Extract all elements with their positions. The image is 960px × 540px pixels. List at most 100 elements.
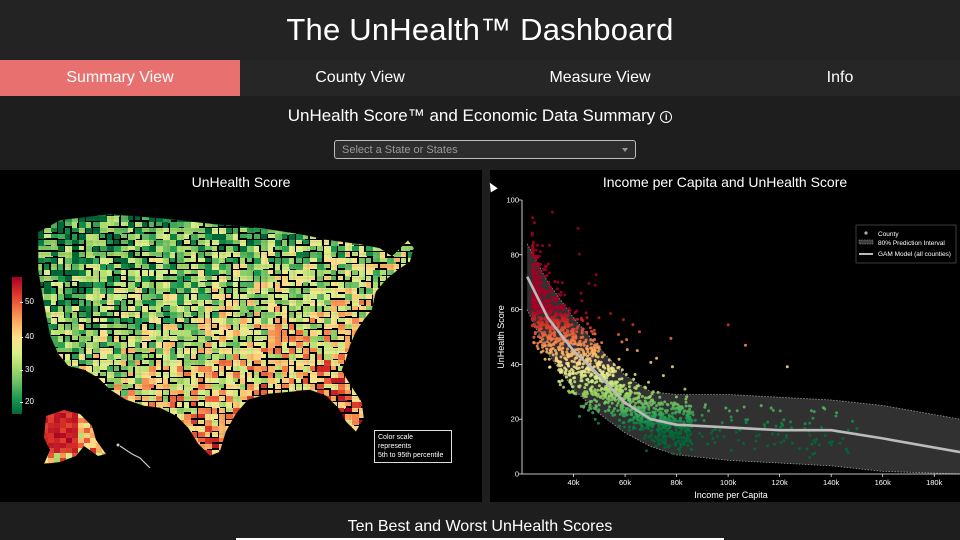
county-cell[interactable]: [289, 420, 295, 425]
county-cell[interactable]: [296, 222, 305, 229]
alaska-cell[interactable]: [66, 413, 72, 418]
county-cell[interactable]: [310, 444, 317, 451]
county-point[interactable]: [572, 365, 576, 369]
county-point[interactable]: [635, 417, 639, 421]
county-cell[interactable]: [93, 402, 102, 407]
income-unhealth-scatter[interactable]: 40k 60k 80k 100k 120k 140k 160k 180k02040608010…: [490, 170, 960, 502]
county-point[interactable]: [601, 370, 605, 374]
county-point[interactable]: [628, 418, 632, 422]
county-point[interactable]: [531, 240, 535, 244]
county-point[interactable]: [649, 434, 652, 438]
county-point[interactable]: [613, 387, 617, 391]
county-point[interactable]: [766, 444, 770, 448]
county-cell[interactable]: [394, 318, 401, 322]
county-cell[interactable]: [387, 366, 396, 371]
county-cell[interactable]: [261, 414, 270, 418]
county-cell[interactable]: [212, 210, 218, 217]
county-point[interactable]: [597, 384, 601, 388]
county-point[interactable]: [582, 343, 586, 347]
county-point[interactable]: [618, 424, 621, 428]
county-point[interactable]: [531, 249, 535, 253]
county-point[interactable]: [670, 365, 674, 369]
county-cell[interactable]: [394, 300, 402, 304]
county-point[interactable]: [592, 365, 596, 369]
county-point[interactable]: [573, 339, 577, 343]
county-cell[interactable]: [37, 444, 42, 449]
county-cell[interactable]: [156, 420, 165, 427]
county-cell[interactable]: [415, 288, 423, 294]
county-point[interactable]: [552, 328, 556, 331]
county-cell[interactable]: [254, 432, 263, 436]
county-cell[interactable]: [324, 456, 333, 463]
county-cell[interactable]: [415, 312, 421, 317]
county-point[interactable]: [659, 415, 663, 419]
county-cell[interactable]: [380, 240, 389, 246]
county-cell[interactable]: [310, 426, 319, 431]
county-cell[interactable]: [401, 300, 406, 306]
county-point[interactable]: [536, 347, 540, 351]
county-point[interactable]: [537, 290, 541, 294]
county-cell[interactable]: [310, 228, 316, 233]
county-point[interactable]: [568, 309, 572, 312]
county-cell[interactable]: [135, 432, 142, 437]
alaska-cell[interactable]: [72, 418, 78, 423]
county-cell[interactable]: [415, 282, 420, 289]
county-cell[interactable]: [268, 456, 275, 462]
county-cell[interactable]: [282, 414, 289, 418]
county-cell[interactable]: [408, 294, 417, 299]
county-point[interactable]: [609, 370, 613, 374]
county-cell[interactable]: [366, 378, 371, 384]
county-point[interactable]: [591, 354, 594, 358]
alaska-cell[interactable]: [60, 418, 66, 423]
county-cell[interactable]: [401, 396, 410, 401]
county-cell[interactable]: [268, 408, 273, 413]
county-cell[interactable]: [233, 438, 238, 445]
county-point[interactable]: [679, 419, 683, 423]
county-point[interactable]: [663, 415, 667, 419]
county-point[interactable]: [532, 299, 536, 303]
county-cell[interactable]: [380, 414, 388, 420]
county-point[interactable]: [582, 405, 586, 409]
alaska-cell[interactable]: [48, 413, 54, 418]
county-cell[interactable]: [415, 384, 422, 390]
county-point[interactable]: [554, 311, 558, 314]
county-cell[interactable]: [247, 444, 252, 448]
county-point[interactable]: [538, 262, 542, 266]
alaska-cell[interactable]: [84, 438, 90, 443]
county-point[interactable]: [539, 297, 543, 301]
county-cell[interactable]: [338, 450, 345, 454]
county-cell[interactable]: [79, 402, 87, 409]
county-cell[interactable]: [86, 378, 95, 385]
county-point[interactable]: [583, 390, 587, 394]
county-cell[interactable]: [408, 390, 417, 396]
county-point[interactable]: [716, 434, 719, 438]
county-cell[interactable]: [37, 348, 45, 354]
county-cell[interactable]: [415, 348, 424, 352]
county-point[interactable]: [649, 360, 653, 364]
county-cell[interactable]: [275, 402, 282, 408]
county-point[interactable]: [584, 374, 587, 378]
alaska-cell[interactable]: [42, 433, 48, 438]
alaska-cell[interactable]: [60, 448, 66, 453]
county-point[interactable]: [547, 357, 551, 361]
county-cell[interactable]: [317, 456, 322, 461]
county-cell[interactable]: [387, 390, 396, 395]
county-point[interactable]: [547, 342, 551, 345]
county-point[interactable]: [631, 323, 635, 327]
county-point[interactable]: [609, 312, 613, 315]
alaska-cell[interactable]: [66, 438, 72, 443]
county-cell[interactable]: [100, 414, 109, 420]
county-cell[interactable]: [128, 210, 134, 216]
county-point[interactable]: [620, 377, 624, 381]
county-point[interactable]: [624, 373, 628, 376]
county-point[interactable]: [607, 399, 611, 403]
county-point[interactable]: [576, 226, 580, 230]
alaska-cell[interactable]: [48, 458, 54, 463]
county-point[interactable]: [592, 346, 596, 349]
county-point[interactable]: [650, 402, 654, 406]
county-point[interactable]: [658, 395, 662, 399]
alaska-cell[interactable]: [78, 458, 84, 463]
alaska-cell[interactable]: [84, 433, 90, 438]
county-cell[interactable]: [310, 450, 319, 455]
alaska-cell[interactable]: [108, 443, 114, 448]
